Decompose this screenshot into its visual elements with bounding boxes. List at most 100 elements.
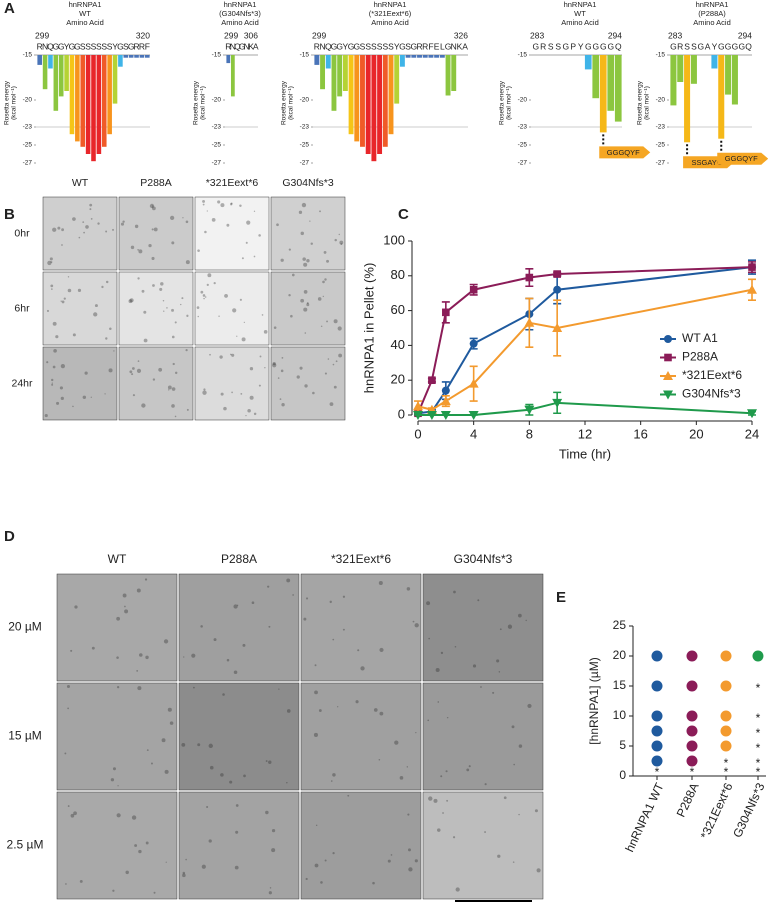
speck <box>116 616 121 621</box>
speck <box>518 613 522 618</box>
speck <box>492 691 495 694</box>
speck <box>406 766 409 768</box>
speck <box>209 765 214 770</box>
residue-letter: G <box>732 41 739 51</box>
speck <box>217 200 221 204</box>
speck <box>258 234 261 237</box>
speck <box>281 356 284 359</box>
speck <box>171 387 176 391</box>
speck <box>186 408 189 411</box>
speck <box>122 220 125 223</box>
speck <box>141 403 146 408</box>
data-point <box>524 405 535 415</box>
dot <box>651 725 663 737</box>
residue-letter: Y <box>112 41 118 51</box>
speck <box>414 859 418 863</box>
chart-title: (G304Nfs*3) <box>219 9 261 18</box>
speck <box>329 402 334 407</box>
y-axis-label: (kcal mol⁻¹) <box>288 86 295 120</box>
speck <box>134 224 139 229</box>
y-tick-label: -27 <box>212 160 222 167</box>
residue-letter: G <box>117 41 124 51</box>
speck <box>333 319 338 324</box>
speck <box>249 367 254 371</box>
speck <box>306 302 309 305</box>
speck <box>116 686 120 689</box>
bar <box>599 55 607 133</box>
speck <box>83 231 85 234</box>
data-point <box>413 411 423 420</box>
panel-label: A <box>4 0 15 17</box>
bar <box>112 55 118 104</box>
speck <box>122 593 127 598</box>
micrograph <box>56 573 178 682</box>
speck <box>63 297 66 300</box>
speck <box>132 367 135 370</box>
chart-title: hnRNPA1 <box>224 0 257 9</box>
speck <box>109 327 112 331</box>
speck <box>268 625 271 628</box>
micrograph <box>42 271 118 346</box>
speck <box>399 776 404 780</box>
speck <box>318 709 322 712</box>
speck <box>230 202 233 205</box>
micrograph <box>300 573 422 682</box>
speck <box>105 337 108 340</box>
residue-letter: G <box>331 41 338 51</box>
bar <box>118 55 123 67</box>
speck <box>265 810 269 815</box>
row-label: 0hr <box>14 227 30 239</box>
speck <box>304 332 307 334</box>
legend-label: G304Nfs*3 <box>682 387 741 401</box>
speck <box>277 377 280 379</box>
micrograph <box>178 791 300 900</box>
row-label: 2.5 µM <box>7 838 44 852</box>
data-point <box>747 409 757 419</box>
speck <box>332 773 336 777</box>
speck <box>484 831 486 833</box>
column-label: P288A <box>140 177 172 189</box>
residue-letter: G <box>58 41 65 51</box>
speck <box>153 227 158 232</box>
y-tick-label: -15 <box>656 52 666 59</box>
bar <box>226 55 231 64</box>
residue-letter: G <box>336 41 343 51</box>
speck <box>164 769 169 774</box>
y-tick-label: -23 <box>300 124 310 131</box>
speck <box>90 217 93 220</box>
speck <box>125 870 129 875</box>
speck <box>93 312 98 317</box>
dot <box>686 755 698 767</box>
residue-letter: R <box>314 41 320 51</box>
residue-letter: G <box>74 41 81 51</box>
panel-label: E <box>556 589 566 606</box>
bar <box>592 55 600 99</box>
residue-letter: S <box>555 41 561 51</box>
speck <box>171 241 175 245</box>
speck <box>51 382 53 384</box>
speck <box>220 773 224 777</box>
speck <box>310 242 313 245</box>
dot <box>686 680 698 692</box>
speck <box>279 398 282 400</box>
panel-label: D <box>4 528 15 545</box>
bar <box>614 55 622 122</box>
speck <box>56 401 60 405</box>
y-tick-label: -25 <box>518 142 528 149</box>
speck <box>60 300 62 302</box>
speck <box>51 288 53 290</box>
speck <box>203 297 205 300</box>
speck <box>182 873 186 878</box>
micrograph <box>56 791 178 900</box>
micrograph <box>300 791 422 900</box>
bar <box>434 55 440 58</box>
speck <box>167 707 172 712</box>
bar <box>607 55 615 111</box>
speck <box>245 241 248 244</box>
speck <box>182 871 186 875</box>
speck <box>161 738 166 743</box>
speck <box>437 828 441 832</box>
bar <box>107 55 112 135</box>
speck <box>129 370 133 374</box>
y-axis-label: Rosetta energy <box>637 80 644 125</box>
